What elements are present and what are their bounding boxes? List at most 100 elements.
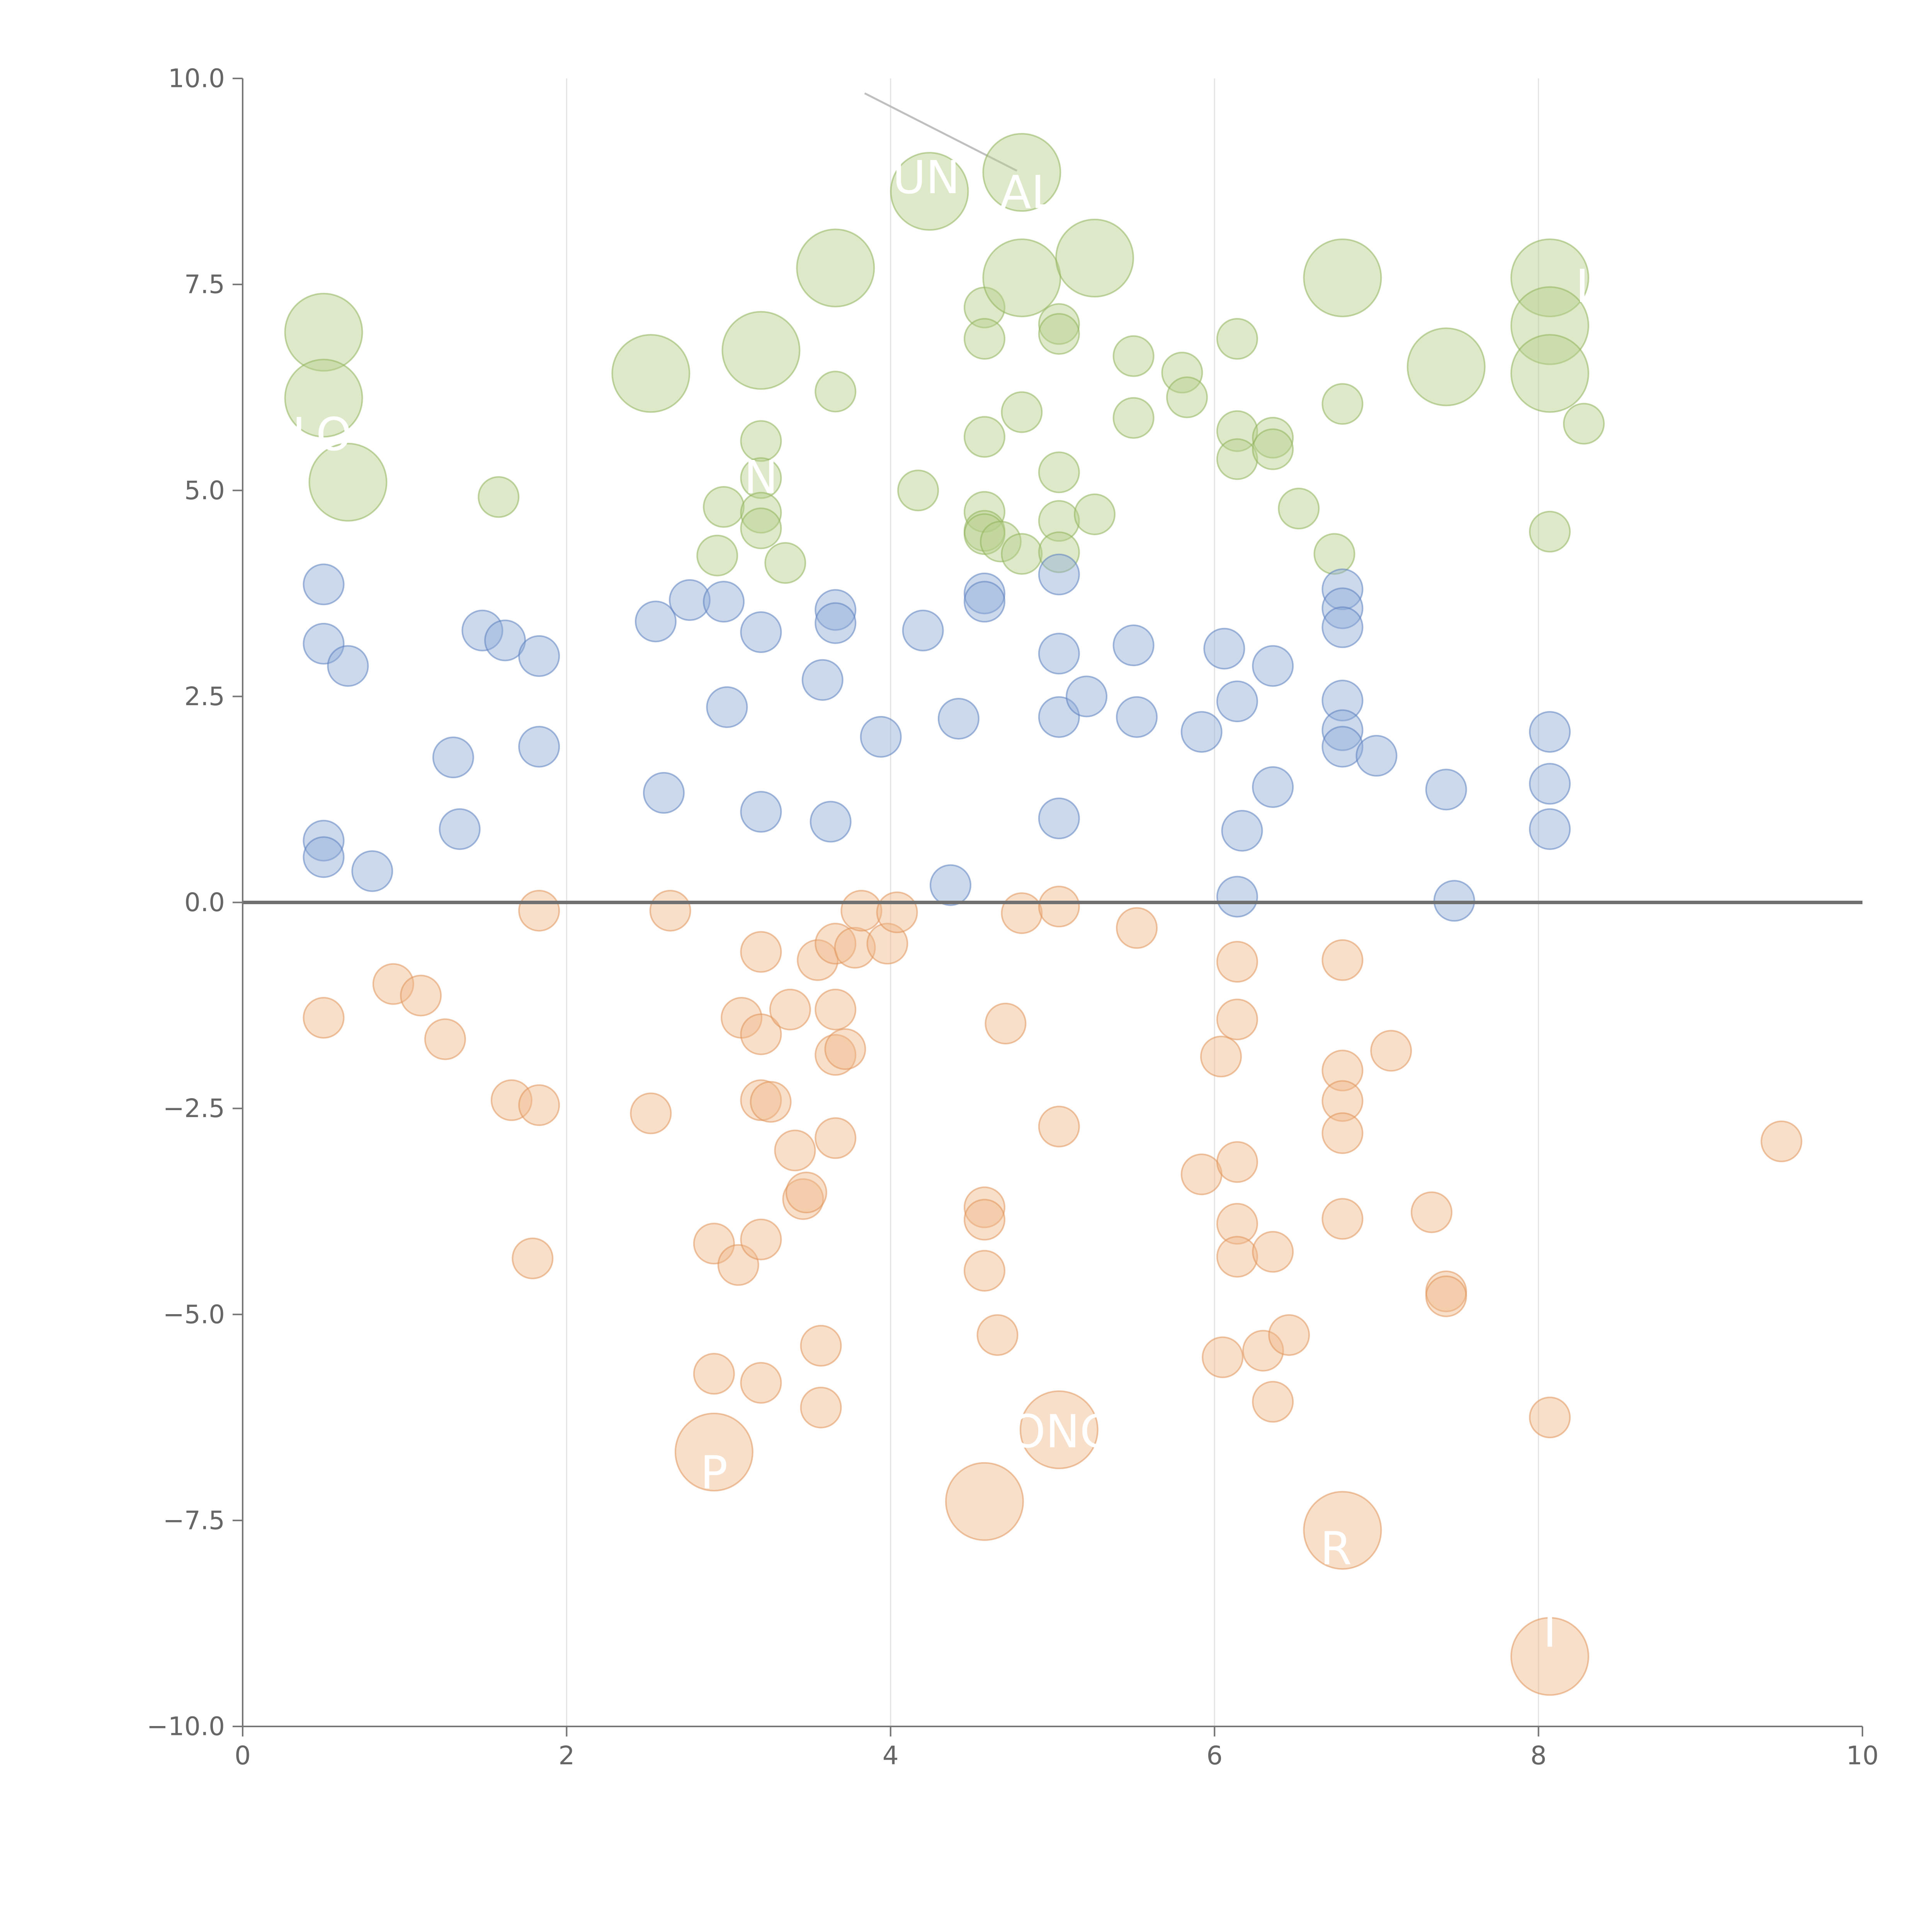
data-point bbox=[1406, 327, 1486, 406]
data-point bbox=[815, 1117, 857, 1159]
leader-line bbox=[1342, 1521, 1374, 1531]
data-point bbox=[703, 581, 745, 623]
x-tick-label: 2 bbox=[558, 1741, 575, 1770]
data-point bbox=[815, 371, 857, 413]
data-point bbox=[1760, 1120, 1803, 1162]
data-point bbox=[706, 686, 748, 728]
data-point bbox=[1321, 726, 1364, 768]
data-point bbox=[1038, 797, 1080, 839]
data-point bbox=[1001, 391, 1043, 433]
bubble-label: LO bbox=[292, 408, 352, 461]
axes: 10.0 7.5 5.0 2.5 0.0 −2.5 −5.0 −7.5 −10.0 0 2 4 6 8 10 bbox=[147, 64, 1879, 1771]
data-point bbox=[303, 622, 345, 665]
data-point bbox=[1252, 645, 1294, 687]
data-point bbox=[902, 609, 944, 651]
data-point bbox=[303, 820, 345, 862]
data-point bbox=[1001, 892, 1043, 934]
bubble-label: R bbox=[1320, 1522, 1352, 1575]
data-point bbox=[1242, 1330, 1284, 1372]
data-point bbox=[1321, 709, 1364, 751]
data-point bbox=[982, 133, 1061, 212]
data-point bbox=[860, 716, 902, 758]
data-point bbox=[866, 923, 908, 965]
data-point bbox=[740, 457, 782, 499]
data-point bbox=[1529, 510, 1571, 553]
bubble-label: P bbox=[700, 1446, 728, 1499]
data-point bbox=[308, 442, 388, 522]
data-point bbox=[1410, 1191, 1452, 1233]
data-point bbox=[740, 420, 782, 462]
data-point bbox=[1252, 766, 1294, 808]
data-point bbox=[327, 645, 369, 687]
x-tick-label: 4 bbox=[883, 1741, 899, 1770]
bubble-label: AL bbox=[1000, 165, 1057, 219]
data-point bbox=[1252, 417, 1294, 459]
leader-line bbox=[1021, 255, 1045, 279]
data-point bbox=[976, 1314, 1019, 1356]
y-tick-label: 5.0 bbox=[184, 476, 225, 505]
y-tick-label: −5.0 bbox=[163, 1299, 225, 1329]
data-point bbox=[1038, 303, 1080, 345]
data-point bbox=[1112, 397, 1155, 439]
data-point bbox=[424, 1018, 466, 1060]
bubble-labels: UN AL LO N I ONC P R I bbox=[292, 151, 1589, 1658]
data-point bbox=[1529, 763, 1571, 805]
data-point bbox=[963, 1186, 1005, 1228]
data-point bbox=[1321, 939, 1364, 981]
data-point bbox=[1180, 1153, 1223, 1196]
data-point bbox=[303, 836, 345, 878]
leader-line bbox=[607, 362, 651, 374]
data-point bbox=[1116, 696, 1158, 738]
data-point bbox=[1216, 680, 1258, 723]
data-point bbox=[824, 1028, 866, 1070]
data-point bbox=[1216, 998, 1258, 1041]
data-point bbox=[740, 611, 782, 653]
data-point bbox=[696, 534, 738, 577]
data-point bbox=[1116, 907, 1158, 949]
data-point bbox=[750, 1081, 792, 1123]
series-1 bbox=[284, 133, 1605, 584]
data-point bbox=[1166, 376, 1208, 418]
leader-line bbox=[1094, 257, 1126, 269]
y-tick-label: −7.5 bbox=[163, 1505, 225, 1535]
data-point bbox=[643, 772, 685, 814]
data-point bbox=[1216, 1203, 1258, 1245]
y-tick-label: 0.0 bbox=[184, 888, 225, 917]
data-point bbox=[1038, 451, 1080, 493]
data-point bbox=[1216, 1141, 1258, 1183]
data-point bbox=[740, 492, 782, 534]
data-point bbox=[1355, 735, 1398, 777]
data-point bbox=[740, 507, 782, 549]
data-point bbox=[1216, 876, 1258, 918]
leader-line bbox=[323, 397, 334, 413]
leader-line bbox=[1549, 1643, 1580, 1658]
data-point bbox=[649, 889, 691, 932]
data-point bbox=[484, 619, 526, 662]
data-point bbox=[1112, 624, 1155, 667]
data-point bbox=[1321, 606, 1364, 648]
data-point bbox=[840, 889, 883, 932]
data-point bbox=[693, 1223, 735, 1265]
data-point bbox=[1510, 286, 1589, 365]
bubble-label: ONC bbox=[1010, 1405, 1112, 1458]
data-point bbox=[815, 602, 857, 644]
data-point bbox=[815, 589, 857, 631]
data-point bbox=[630, 1092, 672, 1134]
y-tick-label: −10.0 bbox=[147, 1712, 225, 1742]
leader-line bbox=[347, 481, 381, 496]
data-point bbox=[303, 563, 345, 605]
data-point bbox=[929, 864, 971, 906]
data-point bbox=[815, 988, 857, 1031]
data-point bbox=[1510, 1617, 1589, 1696]
data-point bbox=[1321, 680, 1364, 722]
data-point bbox=[1203, 628, 1245, 670]
data-point bbox=[1268, 1314, 1310, 1356]
data-point bbox=[1038, 886, 1080, 928]
data-point bbox=[937, 697, 980, 740]
data-point bbox=[1202, 1336, 1244, 1378]
data-point bbox=[1529, 808, 1571, 850]
data-point bbox=[963, 318, 1005, 360]
data-point bbox=[1073, 493, 1116, 536]
